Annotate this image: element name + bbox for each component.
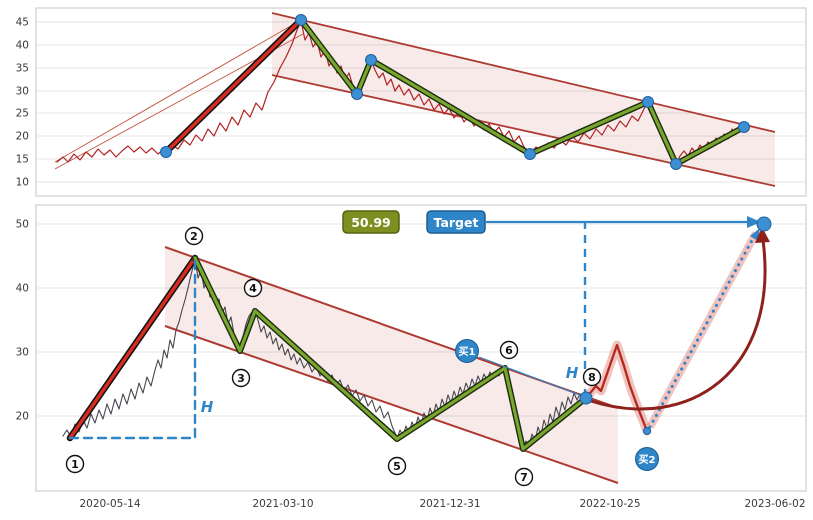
x-tick-label: 2022-10-25 — [579, 498, 640, 510]
pivot-number-circle-2 — [184, 226, 204, 246]
pivot-marker — [351, 88, 363, 100]
x-tick-label: 2021-12-31 — [419, 498, 480, 510]
pivot-number-circle-5 — [387, 456, 407, 476]
pivot-number-8: 8 — [588, 371, 596, 384]
target-price-label: 50.99 — [351, 215, 391, 230]
curve-arrow — [589, 238, 767, 411]
impulse-line — [164, 18, 303, 154]
pivot-number-3: 3 — [237, 372, 245, 385]
pivot-number-circle-6 — [499, 340, 519, 360]
projection-dotted-line — [648, 231, 758, 429]
buy2-label: 买2 — [639, 454, 656, 466]
zigzag-line — [193, 256, 588, 451]
measure-h-label-2: H — [566, 364, 579, 382]
measure-dashes-h — [68, 258, 197, 440]
pivot-number-circle-1 — [65, 454, 85, 474]
y-tick-label: 20 — [16, 131, 29, 143]
buy1-badge — [455, 339, 479, 363]
pivot-number-circle-3 — [231, 368, 251, 388]
pivot-number-5: 5 — [393, 460, 401, 473]
channel-fill — [165, 247, 618, 483]
pivot-number-2: 2 — [190, 230, 198, 243]
y-tick-label: 10 — [16, 177, 29, 189]
buy1-label: 买1 — [459, 346, 476, 358]
pivot-number-circle-7 — [514, 467, 534, 487]
pivot-marker-8 — [579, 391, 593, 405]
pivot-marker — [365, 54, 377, 66]
target-label: Target — [434, 215, 479, 230]
forecast-line — [584, 343, 649, 433]
y-tick-label: 20 — [16, 411, 29, 423]
pivot-number-6: 6 — [505, 344, 513, 357]
y-tick-label: 45 — [16, 17, 29, 29]
target-arrowhead — [747, 216, 761, 228]
y-tick-label: 25 — [16, 108, 29, 120]
y-tick-label: 30 — [16, 347, 29, 359]
impulse-line — [68, 256, 197, 440]
pivot-marker — [524, 148, 536, 160]
curve-arrowhead — [755, 227, 770, 243]
channel-fill — [272, 13, 775, 186]
pivot-number-1: 1 — [71, 458, 79, 471]
y-tick-label: 35 — [16, 63, 29, 75]
channel-upper-line — [271, 12, 776, 133]
trendline-fan-1 — [54, 19, 302, 163]
pivot-number-circle-4 — [243, 278, 263, 298]
target-price-badge — [342, 210, 400, 234]
x-tick-label: 2023-06-02 — [744, 498, 805, 510]
buy1-pointer-line — [478, 356, 581, 396]
target-point-marker — [756, 216, 772, 232]
x-tick-label: 2021-03-10 — [252, 498, 313, 510]
y-tick-label: 50 — [16, 219, 29, 231]
buy2-point-marker — [643, 427, 651, 435]
measure-h-label-1: H — [201, 398, 214, 416]
pivot-marker — [642, 96, 654, 108]
buy2-badge — [635, 447, 659, 471]
pivot-marker — [295, 14, 307, 26]
pivot-number-7: 7 — [520, 471, 528, 484]
bottom-panel-frame — [35, 204, 807, 492]
y-tick-label: 30 — [16, 86, 29, 98]
pivot-marker — [670, 158, 682, 170]
pivot-number-circle-8 — [582, 367, 602, 387]
x-tick-label: 2020-05-14 — [79, 498, 140, 510]
pivot-marker — [160, 146, 172, 158]
y-tick-label: 40 — [16, 40, 29, 52]
y-tick-label: 15 — [16, 154, 29, 166]
y-tick-label: 40 — [16, 283, 29, 295]
target-badge — [426, 210, 486, 234]
pivot-marker — [738, 121, 750, 133]
pivot-number-4: 4 — [249, 282, 257, 295]
